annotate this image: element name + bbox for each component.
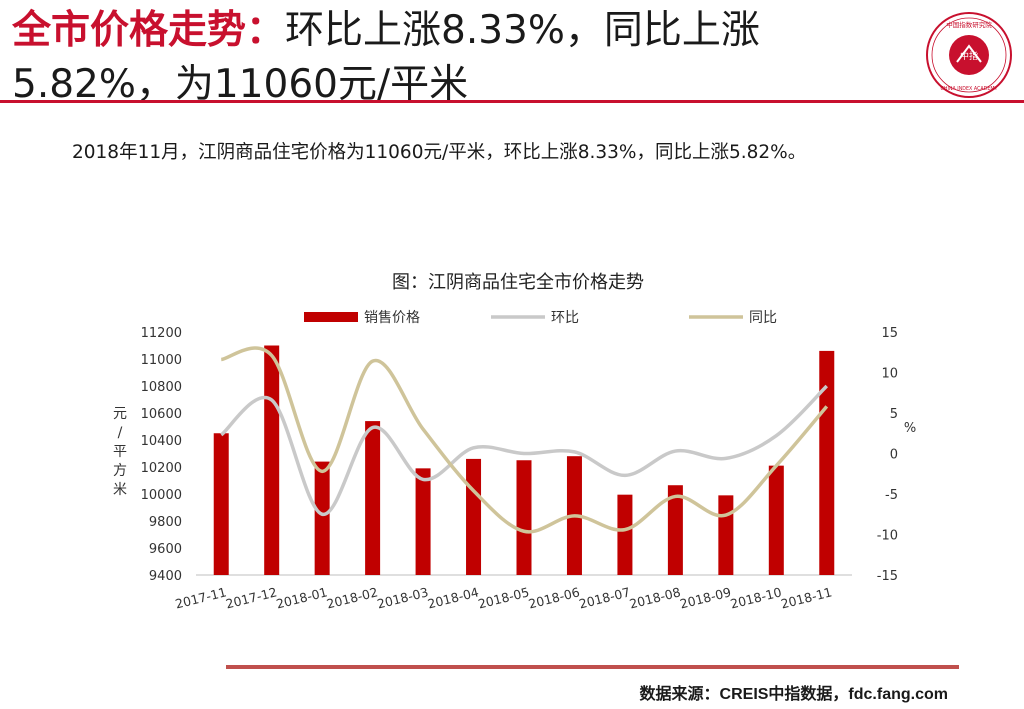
price-bar — [516, 460, 532, 575]
x-tick-label: 2018-01 — [275, 584, 329, 611]
left-tick-label: 9400 — [149, 569, 182, 584]
price-bar — [466, 458, 482, 575]
left-axis-label-char: 米 — [113, 482, 127, 498]
x-tick-label: 2018-06 — [527, 584, 581, 611]
price-bar — [819, 350, 835, 575]
x-tick-label: 2018-04 — [426, 584, 480, 611]
summary-text: 2018年11月，江阴商品住宅价格为11060元/平米，环比上涨8.33%，同比… — [72, 142, 807, 163]
left-axis-label-char: 平 — [113, 444, 127, 460]
x-tick-label: 2017-12 — [224, 584, 278, 611]
logo-bottom-text: CHINA INDEX ACADEMY — [941, 86, 998, 92]
price-bar — [768, 465, 784, 575]
x-tick-label: 2017-11 — [174, 584, 228, 611]
legend-swatch-price — [304, 312, 358, 322]
price-bar — [617, 494, 633, 575]
x-tick-label: 2018-08 — [628, 584, 682, 611]
left-tick-label: 11000 — [141, 353, 182, 368]
page-title: 全市价格走势：环比上涨8.33%，同比上涨5.82%，为11060元/平米 — [12, 4, 892, 112]
left-axis-label-char: 元 — [113, 406, 127, 422]
right-tick-label: -10 — [877, 529, 898, 544]
china-index-academy-logo: 中指 中国指数研究院 CHINA INDEX ACADEMY — [926, 12, 1012, 98]
right-tick-label: 0 — [890, 448, 898, 463]
x-tick-label: 2018-07 — [577, 584, 631, 611]
x-tick-label: 2018-10 — [729, 584, 783, 611]
right-tick-label: 10 — [881, 367, 898, 382]
left-axis-label: 元 / 平方米 — [113, 406, 127, 498]
legend-label-yoy: 同比 — [749, 310, 777, 326]
left-tick-label: 11200 — [141, 326, 182, 341]
data-source: 数据来源：CREIS中指数据，fdc.fang.com — [639, 686, 948, 703]
price-bar — [415, 468, 431, 575]
left-tick-label: 9600 — [149, 542, 182, 557]
left-tick-label: 10200 — [141, 461, 182, 476]
right-tick-label: -15 — [877, 569, 898, 584]
logo-center-text: 中指 — [960, 50, 978, 62]
price-bar — [667, 485, 683, 575]
right-axis-label: % — [904, 421, 916, 436]
x-tick-label: 2018-09 — [678, 584, 732, 611]
price-bar — [314, 461, 330, 575]
left-tick-label: 9800 — [149, 515, 182, 530]
price-bar — [365, 421, 381, 575]
right-tick-label: 5 — [890, 407, 898, 422]
footer-divider — [226, 665, 959, 669]
mom-line — [220, 384, 828, 516]
legend-label-price: 销售价格 — [364, 310, 420, 326]
left-tick-label: 10600 — [141, 407, 182, 422]
left-tick-label: 10800 — [141, 380, 182, 395]
price-bar — [213, 433, 229, 575]
page-title-rest: 环比上涨8.33%，同比上涨5.82%，为11060元/平米 — [12, 8, 760, 107]
title-divider — [0, 100, 1024, 103]
chart-title: 图：江阴商品住宅全市价格走势 — [392, 272, 644, 293]
page-title-highlight: 全市价格走势： — [12, 8, 286, 53]
left-axis-label-char: 方 — [113, 463, 127, 479]
x-tick-label: 2018-11 — [779, 584, 833, 611]
chart-legend: 销售价格 环比 同比 — [304, 310, 777, 326]
logo-ring-text: 中国指数研究院 — [946, 20, 992, 29]
right-tick-label: -5 — [885, 488, 898, 503]
x-tick-label: 2018-03 — [375, 584, 429, 611]
yoy-line — [220, 346, 829, 534]
x-tick-label: 2018-05 — [476, 584, 530, 611]
price-bar — [264, 345, 280, 575]
left-tick-label: 10400 — [141, 434, 182, 449]
left-tick-label: 10000 — [141, 488, 182, 503]
left-axis-label-char: / — [118, 425, 123, 441]
price-bar — [718, 495, 734, 575]
right-tick-label: 15 — [881, 326, 898, 341]
x-tick-label: 2018-02 — [325, 584, 379, 611]
legend-label-mom: 环比 — [551, 310, 579, 326]
